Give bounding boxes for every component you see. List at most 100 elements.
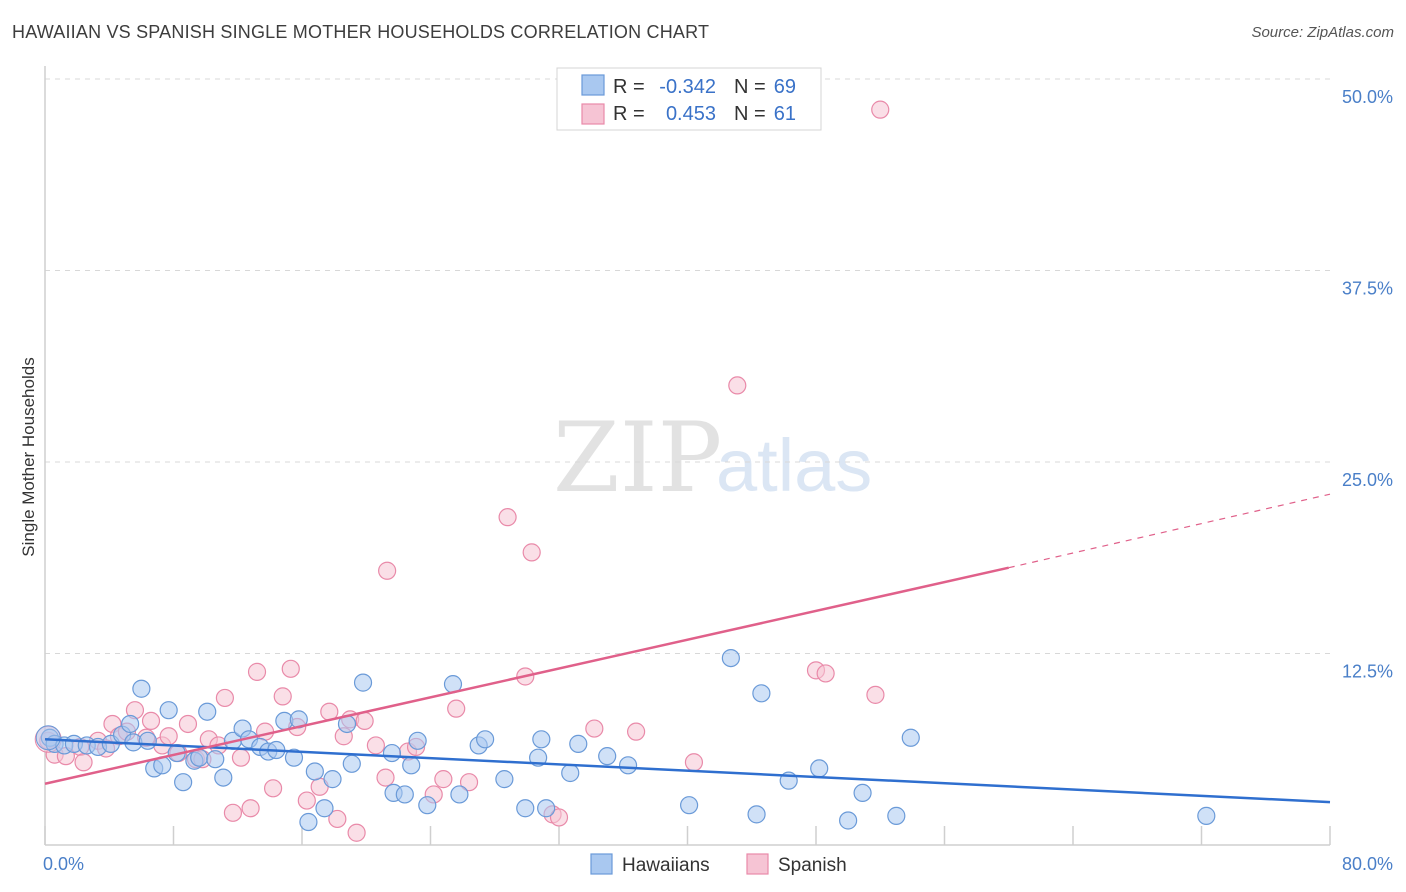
hawaiians-point xyxy=(402,756,421,775)
hawaiians-series xyxy=(35,648,1216,832)
hawaiians-point xyxy=(174,773,193,792)
spanish-point xyxy=(74,753,93,772)
hawaiians-point xyxy=(284,748,304,767)
hawaiians-point xyxy=(198,702,217,721)
hawaiians-point xyxy=(476,730,495,749)
hawaiians-point xyxy=(299,812,318,832)
hawaiians-point xyxy=(721,648,740,668)
watermark-atlas: atlas xyxy=(716,424,872,507)
hawaiians-point xyxy=(618,756,638,775)
hawaiians-point xyxy=(569,734,588,753)
spanish-point xyxy=(459,773,479,792)
hawaiians-point xyxy=(395,785,414,804)
x-tick-label: 80.0% xyxy=(1342,854,1393,874)
legend-n-value: 61 xyxy=(774,103,796,125)
spanish-point xyxy=(255,722,275,741)
y-axis-label: Single Mother Households xyxy=(19,357,38,556)
spanish-point xyxy=(141,711,161,731)
spanish-legend-label: Spanish xyxy=(778,855,847,876)
spanish-point xyxy=(871,100,890,119)
hawaiians-point xyxy=(206,750,225,769)
hawaiians-point xyxy=(315,799,334,818)
spanish-point xyxy=(728,376,747,395)
hawaiians-trend-line xyxy=(44,738,1331,804)
hawaiians-point xyxy=(529,748,548,767)
hawaiians-point xyxy=(305,762,324,781)
hawaiians-point xyxy=(1197,806,1216,825)
hawaiians-point xyxy=(747,805,766,824)
grid-lines xyxy=(45,78,1330,654)
watermark-zip: ZIP xyxy=(553,402,722,514)
y-tick-label: 37.5% xyxy=(1342,279,1393,299)
spanish-point xyxy=(223,803,243,822)
spanish-legend-swatch xyxy=(746,853,769,875)
spanish-point xyxy=(498,508,517,527)
hawaiians-point xyxy=(35,725,61,751)
hawaiians-point xyxy=(418,796,437,815)
trend-lines xyxy=(44,493,1331,804)
spanish-point xyxy=(273,687,292,706)
spanish-point xyxy=(866,685,885,704)
hawaiians-point xyxy=(839,811,858,830)
spanish-point xyxy=(178,714,198,734)
series-legend: Hawaiians Spanish xyxy=(590,853,847,876)
legend-n-label: N = xyxy=(734,103,766,125)
spanish-point xyxy=(626,722,646,741)
hawaiians-legend-label: Hawaiians xyxy=(622,855,710,876)
hawaiians-point xyxy=(214,768,233,787)
legend-n-label: N = xyxy=(734,76,766,98)
spanish-point xyxy=(816,664,835,683)
hawaiians-point xyxy=(159,701,178,720)
hawaiians-point xyxy=(450,785,469,804)
watermark: ZIP atlas xyxy=(553,402,872,514)
spanish-trend-line xyxy=(44,566,1010,785)
stats-legend: R = -0.342 N = 69 R = 0.453 N = 61 xyxy=(556,67,822,131)
hawaiians-point xyxy=(408,731,427,750)
hawaiians-point xyxy=(680,796,699,815)
x-tick-labels: 0.0% 80.0% xyxy=(43,854,1393,874)
chart-title: HAWAIIAN VS SPANISH SINGLE MOTHER HOUSEH… xyxy=(12,22,710,42)
y-tick-label: 12.5% xyxy=(1342,662,1393,682)
legend-r-label: R = xyxy=(613,103,645,125)
axes xyxy=(44,66,1331,846)
hawaiians-point xyxy=(901,728,920,747)
hawaiians-point xyxy=(495,770,514,789)
legend-r-label: R = xyxy=(613,76,645,98)
hawaiians-point xyxy=(853,783,872,803)
hawaiians-point xyxy=(887,806,906,825)
hawaiians-point xyxy=(323,770,342,789)
spanish-point xyxy=(549,808,569,827)
spanish-point xyxy=(231,748,251,767)
hawaiians-point xyxy=(132,679,151,698)
hawaiians-point xyxy=(561,763,580,783)
y-tick-label: 50.0% xyxy=(1342,87,1393,107)
spanish-point xyxy=(281,659,300,678)
spanish-legend-swatch xyxy=(581,103,605,125)
spanish-point xyxy=(376,768,395,787)
spanish-point xyxy=(328,809,347,829)
hawaiians-point xyxy=(532,730,551,749)
hawaiians-point xyxy=(810,759,829,778)
spanish-point xyxy=(434,770,453,789)
chart-source: Source: ZipAtlas.com xyxy=(1251,24,1394,41)
hawaiians-point xyxy=(752,684,771,703)
spanish-point xyxy=(366,736,385,755)
spanish-point xyxy=(247,662,267,681)
spanish-point xyxy=(241,799,260,818)
spanish-point xyxy=(263,779,283,798)
hawaiians-point xyxy=(121,714,140,734)
spanish-point xyxy=(447,699,466,718)
hawaiians-legend-swatch xyxy=(581,74,605,96)
hawaiians-point xyxy=(598,747,617,766)
spanish-point xyxy=(522,543,541,562)
spanish-point xyxy=(355,711,374,731)
y-tick-labels: 12.5% 25.0% 37.5% 50.0% xyxy=(1342,87,1393,682)
hawaiians-point xyxy=(353,673,373,692)
spanish-point xyxy=(347,823,366,842)
spanish-point xyxy=(585,719,604,738)
spanish-trend-extension xyxy=(1008,493,1331,569)
x-tick-label: 0.0% xyxy=(43,854,84,874)
spanish-point xyxy=(684,753,704,772)
spanish-point xyxy=(378,561,397,580)
